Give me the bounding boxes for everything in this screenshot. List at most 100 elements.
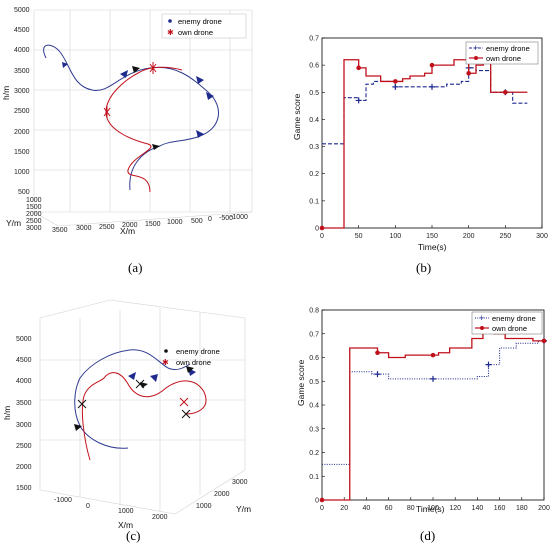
panel-d-chart: 0 20 40 60 80 100 120 140 160 180 200 0 0.1 0.2 0.3 0.4…	[296, 308, 550, 515]
a-own-trajectory	[105, 66, 183, 193]
c-enemy-arrows	[128, 368, 196, 382]
a-enemy-arrows	[62, 62, 214, 138]
b-xtick-label-5: 250	[499, 233, 511, 240]
d-plot-area	[321, 309, 545, 501]
c-ytick-1: 2000	[214, 491, 230, 498]
d-ytick-label-6: 0.6	[309, 355, 319, 362]
d-legend-own: own drone	[492, 324, 527, 333]
b-series-1-point-5	[503, 89, 508, 95]
panel-c-grid	[39, 299, 246, 515]
c-ztick-1: 4500	[16, 357, 32, 364]
d-x-axis-label: Time(s)	[416, 504, 445, 514]
c-y-axis-label: Y/m	[236, 504, 251, 514]
a-xtick-2: 2500	[99, 224, 115, 231]
d-xtick-label-6: 120	[449, 505, 461, 512]
a-own-markers	[103, 62, 157, 118]
d-ytick-label-1: 0.1	[309, 474, 319, 481]
d-ytick-label-4: 0.4	[309, 403, 319, 410]
c-ytick-2: 3000	[232, 479, 248, 486]
b-ytick-label-6: 0.6	[309, 63, 319, 70]
c-black-arrow-1	[74, 424, 82, 431]
c-ztick-2: 4000	[16, 378, 32, 385]
d-ytick-label-0: 0	[315, 498, 319, 505]
b-series-0-point-1	[392, 83, 399, 90]
a-ztick-2: 4000	[14, 47, 30, 54]
d-xtick-label-3: 60	[385, 505, 393, 512]
a-own-star-1	[103, 106, 111, 118]
a-z-axis-label: h/m	[1, 86, 11, 100]
a-enemy-arrow-1	[62, 62, 68, 68]
c-own-markers	[179, 397, 189, 407]
d-legend-enemy-marker: +	[479, 313, 484, 323]
panel-a-x-ticks: 3500 3000 2500 2000 1500 1000 500 0 -500…	[52, 214, 248, 234]
c-legend-enemy-dot	[164, 349, 168, 353]
a-enemy-arrow-3	[196, 76, 204, 84]
c-xtick-2: 1000	[118, 508, 134, 515]
b-xtick-label-1: 50	[355, 233, 363, 240]
b-legend-own: own drone	[486, 54, 521, 63]
a-ztick-8: 1000	[14, 169, 30, 176]
panel-a-legend: enemy drone ✱ own drone	[161, 13, 247, 39]
b-series-1-point-2	[393, 79, 398, 84]
a-ztick-7: 1500	[14, 149, 30, 156]
a-xtick-1: 3000	[76, 225, 92, 232]
a-xtick-8: -500	[219, 215, 233, 222]
a-ztick-5: 2500	[14, 108, 30, 115]
b-xtick-label-0: 0	[320, 233, 324, 240]
a-black-arrow-2	[152, 144, 160, 150]
a-xtick-3: 2000	[122, 222, 138, 229]
c-enemy-arrow-2	[150, 374, 158, 382]
c-legend-enemy: enemy drone	[176, 347, 220, 356]
b-series-0-point-0	[355, 97, 362, 104]
panel-c-z-ticks: 5000 4500 4000 3500 3000 2500 2000 1500	[16, 336, 32, 492]
d-ytick-label-7: 0.7	[309, 331, 319, 338]
panel-b-legend: + enemy drone own drone	[465, 41, 539, 65]
a-own-star-2	[149, 62, 157, 74]
panel-label-b: (b)	[416, 260, 431, 275]
panel-a-3d-plot: 5000 4500 4000 3500 3000 2500 2000 1500 …	[1, 7, 253, 236]
a-y-axis-label: Y/m	[6, 218, 21, 228]
b-series-0-point-2	[429, 83, 435, 90]
a-xtick-6: 500	[191, 218, 203, 225]
b-legend-enemy-marker: +	[473, 43, 478, 53]
b-ytick-label-2: 0.2	[309, 171, 319, 178]
panel-c-3d-plot: 5000 4500 4000 3500 3000 2500 2000 1500 …	[2, 299, 251, 530]
c-legend-own-star: ✱	[162, 358, 169, 367]
panel-c-x-ticks: -1000 0 1000 2000	[54, 497, 168, 521]
c-black-arrow-2	[186, 366, 194, 373]
a-ytick-1: 1500	[26, 204, 42, 211]
d-series-1-point-2	[430, 352, 436, 358]
c-black-stars	[77, 379, 191, 419]
d-series-0-point-1	[430, 375, 436, 382]
d-xtick-label-5: 100	[427, 505, 439, 512]
panel-c-legend: enemy drone ✱ own drone	[162, 347, 220, 367]
panel-a-grid	[33, 9, 253, 227]
a-x-axis-label: X/m	[120, 226, 135, 236]
d-series-0-point-0	[374, 371, 381, 378]
a-xtick-9: -1000	[230, 214, 248, 221]
a-ytick-4: 3000	[26, 225, 42, 232]
a-ytick-0: 1000	[26, 197, 42, 204]
a-ztick-3: 3500	[14, 68, 30, 75]
c-ztick-7: 1500	[16, 485, 32, 492]
a-black-arrow-1	[132, 66, 140, 73]
d-xtick-label-8: 160	[494, 505, 506, 512]
c-ztick-5: 2500	[16, 443, 32, 450]
d-series-0-line	[322, 340, 544, 465]
a-ztick-4: 3000	[14, 88, 30, 95]
c-ztick-3: 3500	[16, 400, 32, 407]
b-y-axis-label: Game score	[292, 93, 302, 140]
b-xtick-label-3: 150	[426, 233, 438, 240]
b-xtick-label-4: 200	[463, 233, 475, 240]
panel-label-c: (c)	[126, 528, 140, 543]
a-enemy-trajectory	[43, 44, 219, 191]
panel-a-z-ticks: 5000 4500 4000 3500 3000 2500 2000 1500 …	[14, 7, 30, 196]
a-ztick-6: 2000	[14, 129, 30, 136]
b-ytick-label-4: 0.4	[309, 117, 319, 124]
d-xtick-label-4: 80	[407, 505, 415, 512]
panel-c-y-ticks: 1000 2000 3000	[196, 479, 248, 510]
b-legend-own-marker	[474, 56, 478, 60]
d-series-1-point-0	[319, 497, 325, 503]
d-xtick-label-0: 0	[320, 505, 324, 512]
a-xtick-0: 3500	[52, 227, 68, 234]
